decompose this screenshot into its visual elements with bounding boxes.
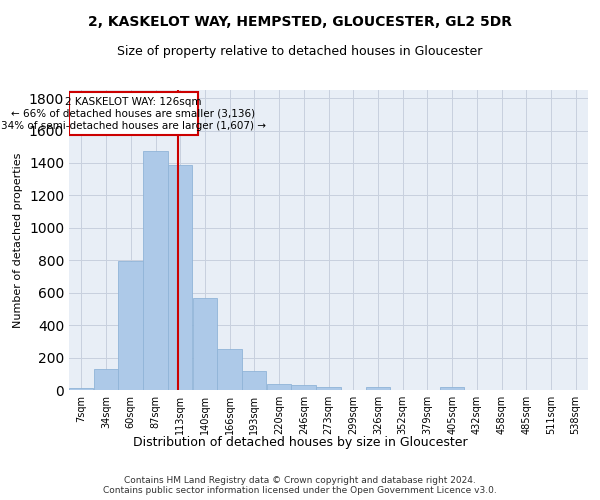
Bar	[292, 385, 316, 390]
Y-axis label: Number of detached properties: Number of detached properties	[13, 152, 23, 328]
Bar	[69, 388, 94, 390]
Text: 34% of semi-detached houses are larger (1,607) →: 34% of semi-detached houses are larger (…	[1, 121, 266, 131]
Bar	[193, 298, 217, 390]
Bar	[365, 387, 390, 390]
Bar	[316, 387, 341, 390]
Bar	[94, 369, 118, 390]
Bar	[118, 261, 143, 390]
Bar	[440, 387, 464, 390]
Text: Contains HM Land Registry data © Crown copyright and database right 2024.
Contai: Contains HM Land Registry data © Crown c…	[103, 476, 497, 495]
Text: ← 66% of detached houses are smaller (3,136): ← 66% of detached houses are smaller (3,…	[11, 109, 256, 119]
Text: 2 KASKELOT WAY: 126sqm: 2 KASKELOT WAY: 126sqm	[65, 98, 202, 108]
Text: Size of property relative to detached houses in Gloucester: Size of property relative to detached ho…	[118, 45, 482, 58]
Bar	[267, 384, 291, 390]
Text: 2, KASKELOT WAY, HEMPSTED, GLOUCESTER, GL2 5DR: 2, KASKELOT WAY, HEMPSTED, GLOUCESTER, G…	[88, 15, 512, 29]
Bar	[217, 350, 242, 390]
Bar	[69, 92, 197, 134]
Text: Distribution of detached houses by size in Gloucester: Distribution of detached houses by size …	[133, 436, 467, 449]
Bar	[242, 371, 266, 390]
Bar	[143, 151, 167, 390]
Bar	[168, 165, 193, 390]
